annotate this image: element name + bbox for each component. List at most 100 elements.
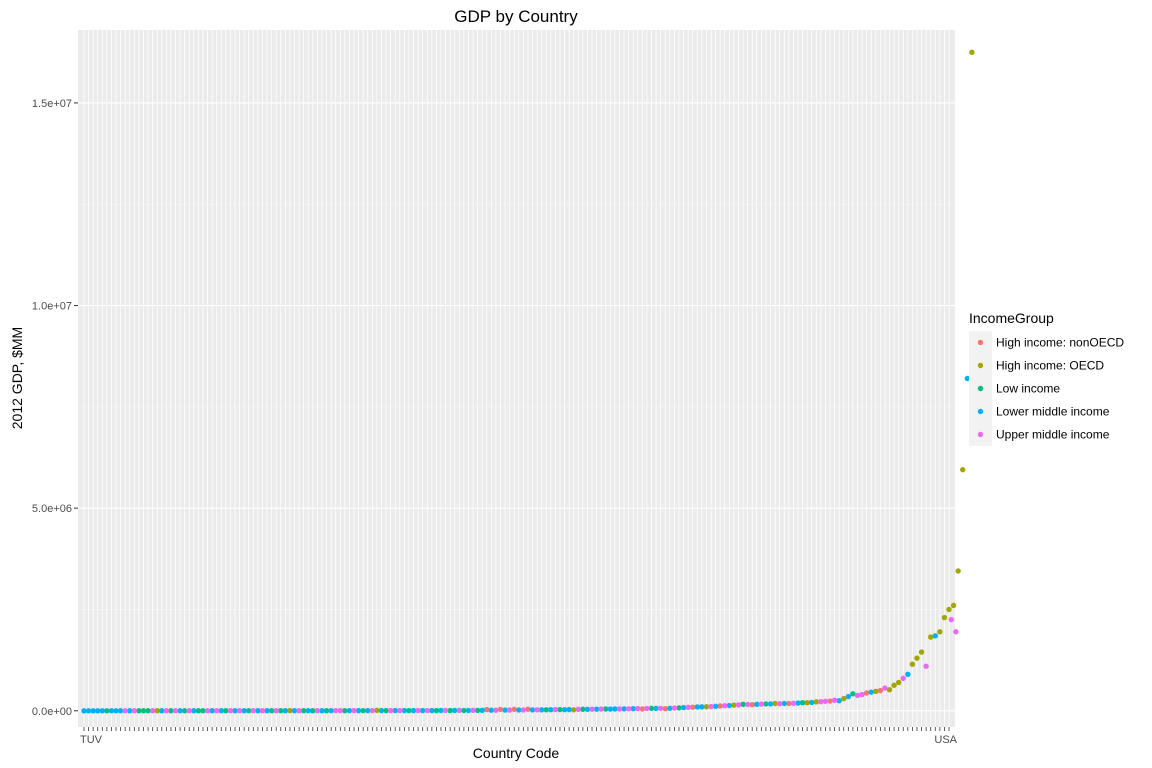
data-point (630, 705, 636, 712)
data-point (369, 707, 376, 714)
data-point (479, 707, 485, 714)
data-point (117, 708, 124, 714)
data-point (456, 707, 462, 714)
data-point (786, 700, 792, 707)
data-point (415, 707, 421, 714)
data-point (740, 701, 746, 708)
legend-label: Upper middle income (996, 428, 1110, 442)
data-point (172, 708, 179, 714)
data-point (406, 707, 412, 714)
data-point (282, 707, 289, 714)
data-point (566, 706, 572, 713)
data-point (429, 707, 435, 714)
data-point (584, 706, 591, 713)
data-point (291, 707, 298, 714)
legend-marker (977, 431, 984, 438)
data-point (863, 690, 870, 696)
data-point (314, 707, 321, 714)
data-point (355, 707, 362, 714)
y-tick-label: 5.0e+06 (32, 503, 72, 515)
legend: IncomeGroup High income: nonOECD High inc… (969, 310, 1124, 446)
data-point (891, 682, 897, 688)
data-point (200, 708, 206, 714)
data-point (886, 687, 893, 693)
data-point (511, 706, 517, 713)
data-point (900, 675, 906, 682)
data-point (836, 697, 842, 704)
data-point (561, 706, 568, 713)
data-point (232, 708, 238, 714)
data-point (264, 707, 270, 714)
data-point (813, 699, 819, 705)
data-point (653, 705, 659, 712)
data-point (506, 707, 513, 713)
data-point (410, 707, 417, 714)
data-point (305, 707, 311, 714)
data-point (319, 707, 325, 714)
data-point (690, 704, 696, 710)
data-point (603, 706, 609, 712)
y-tick-label: 0.0e+00 (32, 706, 72, 718)
data-point (644, 705, 650, 712)
data-point (575, 706, 581, 713)
data-point (191, 708, 197, 714)
data-point (754, 701, 760, 708)
data-point (351, 707, 357, 714)
data-point (941, 614, 948, 621)
minor-gridlines (78, 203, 955, 610)
data-point (534, 707, 540, 713)
data-point (868, 689, 874, 695)
data-point (374, 707, 380, 714)
data-point (484, 706, 490, 713)
data-point (548, 707, 554, 713)
data-point (543, 707, 549, 713)
data-point (818, 698, 824, 705)
data-point (593, 706, 600, 712)
data-point (502, 707, 508, 713)
data-point (758, 701, 765, 707)
data-point (268, 708, 275, 714)
data-point (790, 700, 797, 706)
data-point (882, 685, 888, 691)
data-point (278, 707, 284, 714)
data-point (246, 708, 252, 714)
data-point (387, 707, 394, 714)
data-point (918, 649, 925, 655)
data-point (447, 707, 453, 714)
data-point (525, 706, 531, 712)
data-point (538, 707, 545, 713)
data-point (300, 707, 307, 714)
data-point (392, 707, 398, 714)
y-tick-label: 1.5e+07 (32, 98, 72, 110)
data-point (571, 707, 577, 713)
data-point (145, 708, 151, 714)
data-point (703, 704, 710, 710)
data-point (676, 705, 682, 711)
data-point (808, 699, 815, 706)
data-point (799, 699, 806, 706)
data-point (127, 708, 133, 714)
data-point (259, 707, 266, 714)
data-point (781, 700, 787, 707)
data-point (99, 708, 106, 714)
data-point (337, 707, 343, 714)
data-point (776, 700, 783, 707)
data-point (722, 703, 728, 709)
data-point (474, 707, 481, 714)
data-point (159, 708, 165, 714)
x-axis: TUV USA (80, 727, 958, 746)
data-point (81, 708, 87, 714)
data-point (648, 705, 655, 712)
data-point (948, 616, 954, 623)
data-point (168, 708, 174, 714)
data-point (616, 706, 623, 712)
data-point (497, 706, 504, 713)
data-point (552, 706, 559, 713)
data-point (310, 707, 316, 714)
data-point (342, 707, 348, 714)
data-point (909, 661, 916, 667)
data-point (795, 700, 801, 706)
data-point (90, 708, 96, 714)
data-point (625, 706, 632, 712)
